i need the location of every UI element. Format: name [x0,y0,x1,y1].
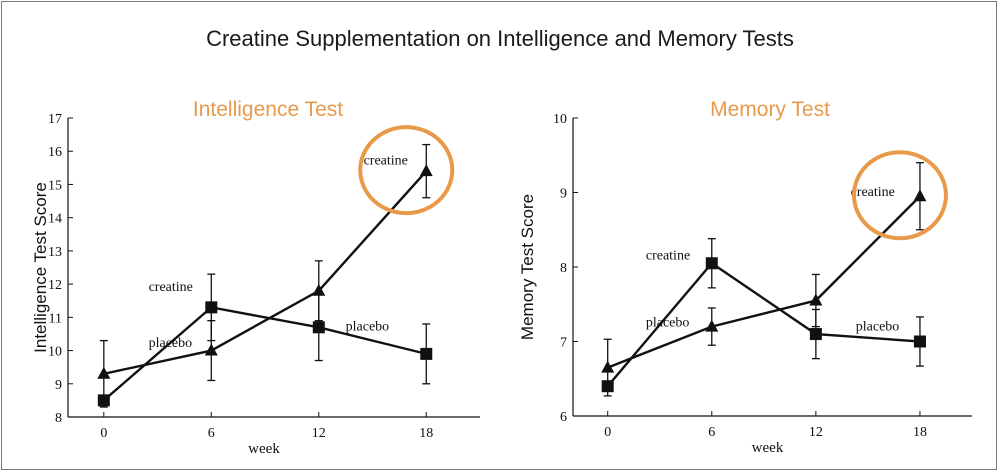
y-axis-label: Memory Test Score [518,194,537,340]
y-tick-label: 10 [553,112,567,127]
y-tick-label: 9 [560,187,567,202]
y-tick-label: 11 [49,311,62,326]
data-point-square [420,347,433,360]
y-tick-label: 13 [48,245,62,260]
series-line-placebo [607,195,921,369]
data-point-square [809,328,822,341]
series-line-creatine [103,306,427,402]
data-point-square [312,321,325,334]
data-point-triangle [705,319,719,332]
figure-title: Creatine Supplementation on Intelligence… [206,26,794,51]
data-point-square [913,335,926,348]
data-point-triangle [601,360,615,373]
y-tick-label: 7 [560,336,567,351]
x-tick-label: 12 [312,426,326,441]
x-axis-label: week [752,440,784,456]
panel-title: Intelligence Test [193,98,343,121]
y-tick-label: 17 [48,112,62,127]
data-point-triangle [809,293,823,306]
series-line-placebo [103,170,428,375]
y-tick-label: 8 [560,261,567,276]
panel-title: Memory Test [710,98,830,121]
data-point-square [705,257,718,270]
data-point-square [205,301,218,314]
x-tick-label: 6 [208,426,215,441]
y-tick-label: 16 [48,145,62,160]
series-label: creatine [851,185,895,200]
series-label: placebo [149,336,193,351]
y-tick-label: 14 [48,212,62,227]
y-tick-label: 6 [560,410,567,425]
series-label: placebo [646,316,690,331]
y-tick-label: 15 [48,178,62,193]
highlight-circle [358,125,455,216]
y-tick-label: 10 [48,345,62,360]
x-tick-label: 18 [419,426,433,441]
x-tick-label: 0 [604,425,611,440]
x-tick-label: 18 [913,425,927,440]
data-point-triangle [913,189,927,202]
y-tick-label: 9 [55,378,62,393]
y-tick-label: 12 [48,278,62,293]
x-tick-label: 6 [708,425,715,440]
highlight-circle [851,150,948,241]
series-label: placebo [856,319,900,334]
data-point-triangle [312,283,326,296]
series-label: placebo [346,320,390,335]
series-label: creatine [364,154,408,169]
data-point-triangle [97,366,111,379]
series-line-creatine [606,261,921,387]
series-label: creatine [646,249,690,264]
series-label: creatine [149,280,193,295]
y-tick-label: 8 [55,411,62,426]
y-axis-label: Intelligence Test Score [31,182,50,353]
data-point-triangle [204,343,218,356]
x-tick-label: 12 [809,425,823,440]
data-point-triangle [419,164,433,177]
x-axis-label: week [248,441,280,457]
x-tick-label: 0 [100,426,107,441]
